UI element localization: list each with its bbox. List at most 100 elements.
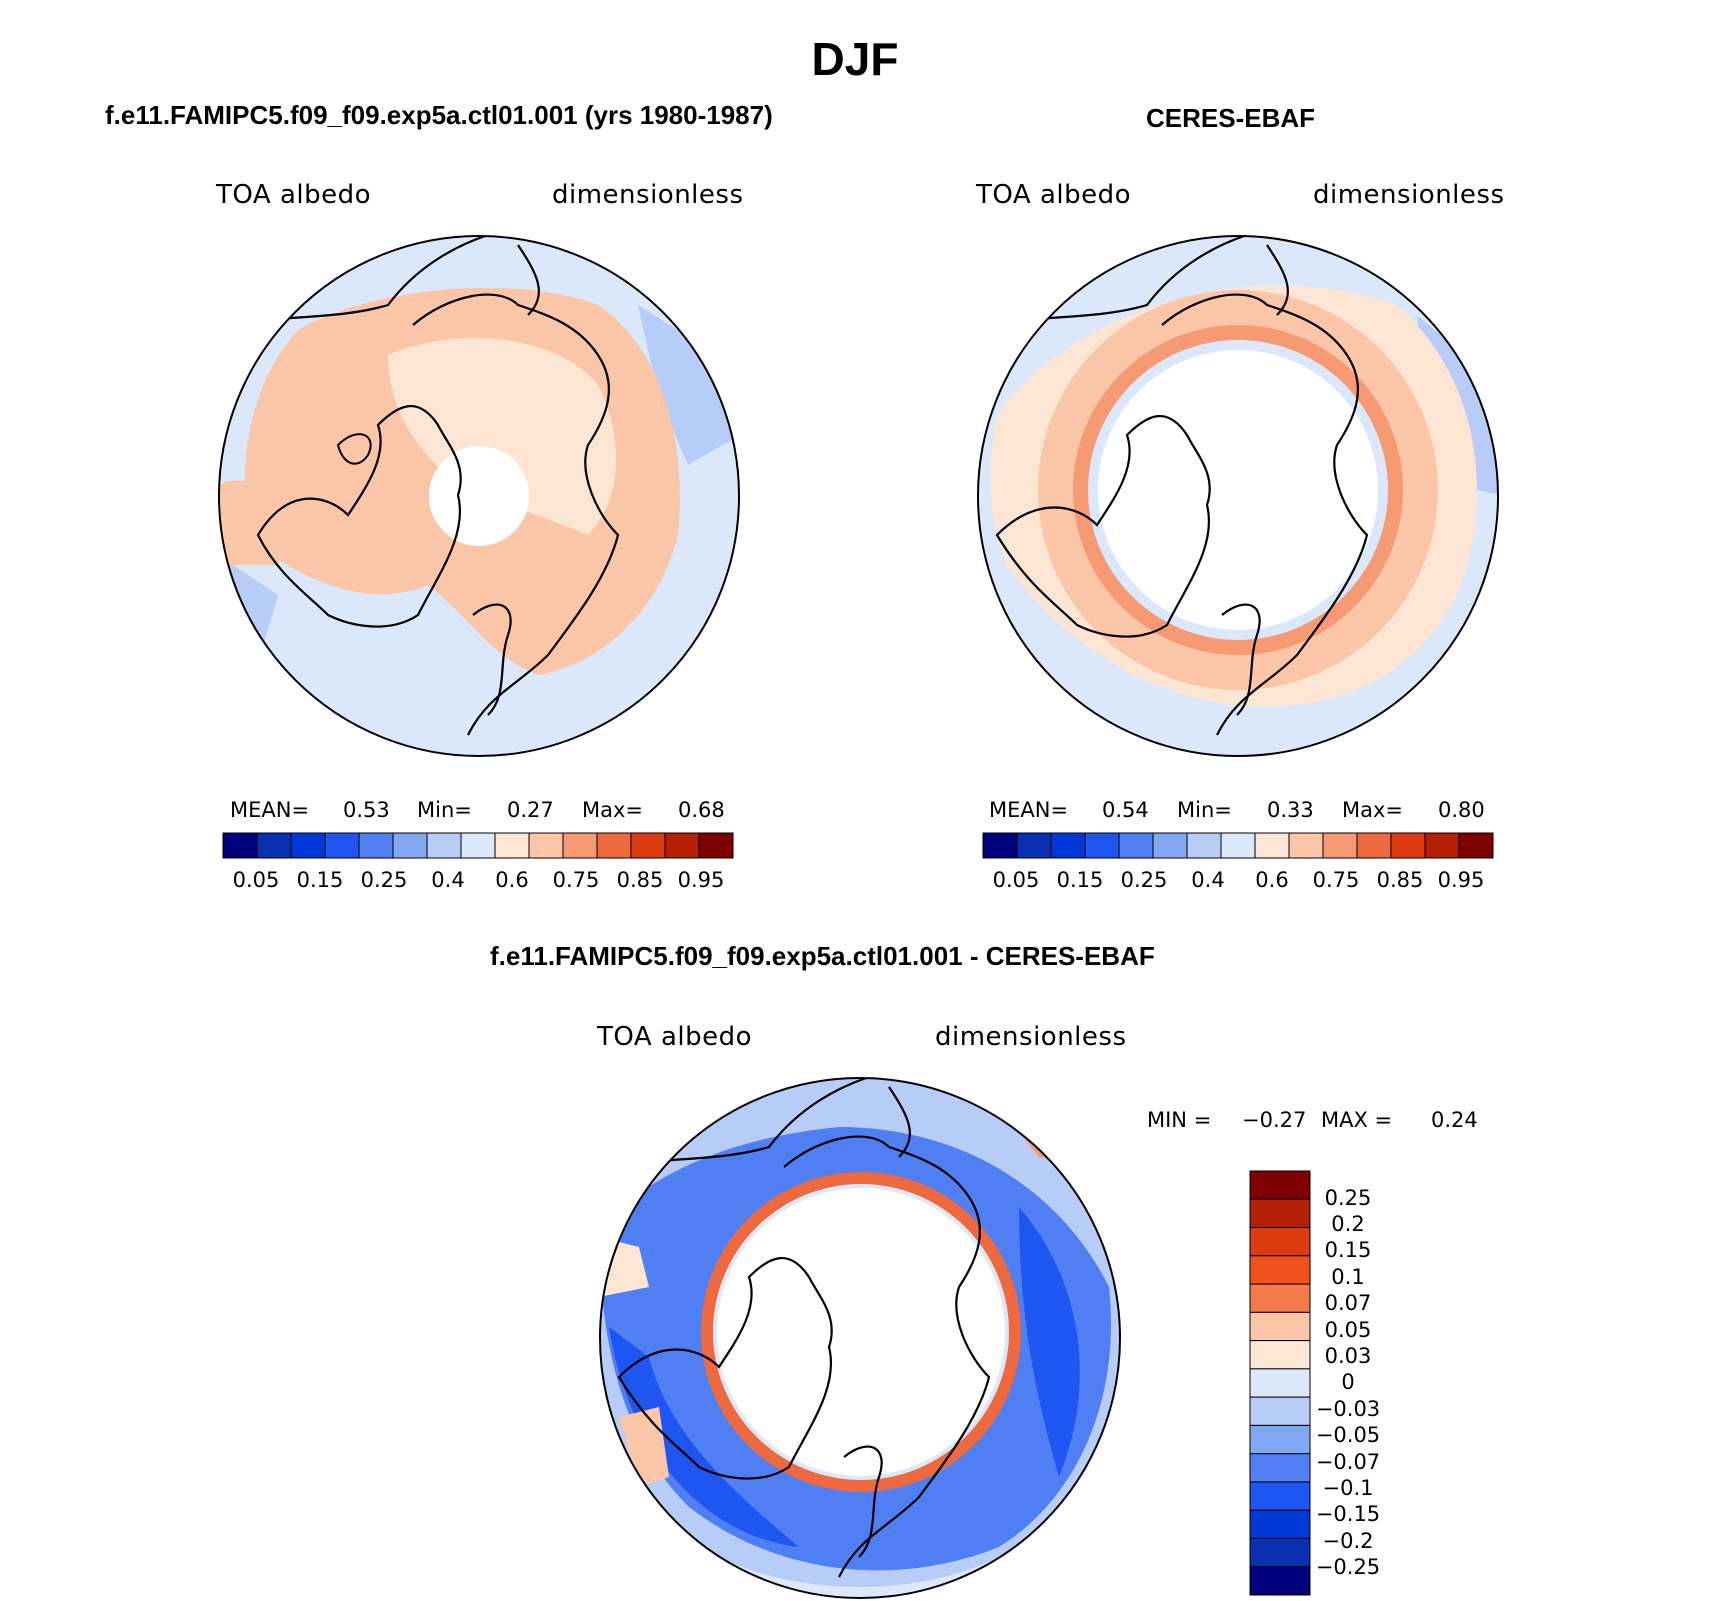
- colorbar-swatch: [1016, 832, 1052, 859]
- diff-max-label: MAX =: [1321, 1108, 1393, 1132]
- diff-colorbar-tick: −0.25: [1315, 1555, 1381, 1579]
- colorbar-swatch: [1249, 1340, 1311, 1370]
- model-colorbar-tick: 0.25: [360, 868, 408, 892]
- model-polar-gap: [429, 446, 529, 546]
- obs-mean-value: 0.54: [1102, 798, 1149, 822]
- model-panel-title: f.e11.FAMIPC5.f09_f09.exp5a.ctl01.001 (y…: [105, 100, 773, 130]
- colorbar-swatch: [1249, 1453, 1311, 1483]
- diff-colorbar-tick: 0.2: [1331, 1212, 1365, 1236]
- coastline: [336, 433, 372, 465]
- diff-colorbar-tick: 0.03: [1324, 1344, 1372, 1368]
- diff-units-label: dimensionless: [935, 1022, 1127, 1052]
- colorbar-swatch: [290, 832, 326, 859]
- obs-colorbar: [982, 832, 1494, 859]
- colorbar-swatch: [1118, 832, 1154, 859]
- model-colorbar-tick: 0.75: [552, 868, 600, 892]
- diff-colorbar-tick: −0.15: [1315, 1502, 1381, 1526]
- diff-colorbar-tick: 0.07: [1324, 1291, 1372, 1315]
- diff-colorbar-tick: −0.03: [1315, 1397, 1381, 1421]
- model-colorbar-tick: 0.15: [296, 868, 344, 892]
- coastline: [256, 405, 462, 628]
- colorbar-swatch: [698, 832, 734, 859]
- obs-min-value: 0.33: [1267, 798, 1314, 822]
- model-colorbar-tick: 0.05: [232, 868, 280, 892]
- diff-colorbar-tick: 0.1: [1331, 1265, 1365, 1289]
- coastline: [1266, 244, 1289, 316]
- obs-colorbar-tick: 0.85: [1376, 868, 1424, 892]
- obs-units-label: dimensionless: [1313, 180, 1505, 210]
- model-colorbar-tick: 0.85: [616, 868, 664, 892]
- diff-colorbar-tick: 0: [1341, 1370, 1355, 1394]
- diff-colorbar-tick: −0.1: [1322, 1476, 1374, 1500]
- colorbar-swatch: [1322, 832, 1358, 859]
- diff-strong-negative-region: [609, 1327, 799, 1547]
- obs-colorbar-tick: 0.25: [1120, 868, 1168, 892]
- colorbar-swatch: [1249, 1424, 1311, 1455]
- coastline: [412, 293, 620, 736]
- coastline: [783, 1135, 991, 1578]
- model-colorbar-tick: 0.4: [431, 868, 465, 892]
- model-variable-label: TOA albedo: [216, 180, 372, 210]
- colorbar-swatch: [982, 832, 1018, 859]
- model-polar-map: [218, 235, 740, 757]
- model-min-label: Min=: [417, 798, 472, 822]
- coastline: [888, 1086, 911, 1158]
- colorbar-swatch: [1220, 832, 1256, 859]
- colorbar-swatch: [1249, 1198, 1311, 1229]
- colorbar-swatch: [1254, 832, 1290, 859]
- diff-max-value: 0.24: [1431, 1108, 1478, 1132]
- colorbar-swatch: [1249, 1227, 1311, 1257]
- colorbar-swatch: [1186, 832, 1222, 859]
- diff-panel-title: f.e11.FAMIPC5.f09_f09.exp5a.ctl01.001 - …: [490, 941, 1155, 971]
- model-max-label: Max=: [582, 798, 644, 822]
- colorbar-swatch: [1084, 832, 1120, 859]
- coastline: [995, 415, 1211, 638]
- model-low-albedo-patch: [638, 305, 739, 465]
- obs-polar-gap: [1098, 350, 1378, 630]
- model-min-value: 0.27: [507, 798, 554, 822]
- obs-min-label: Min=: [1177, 798, 1232, 822]
- model-units-label: dimensionless: [552, 180, 744, 210]
- diff-colorbar-tick: −0.07: [1315, 1450, 1381, 1474]
- diff-colorbar-tick: −0.2: [1322, 1529, 1374, 1553]
- obs-variable-label: TOA albedo: [976, 180, 1132, 210]
- colorbar-swatch: [392, 832, 428, 859]
- colorbar-swatch: [1249, 1311, 1311, 1342]
- obs-colorbar-tick: 0.95: [1437, 868, 1485, 892]
- colorbar-swatch: [1249, 1509, 1311, 1539]
- obs-colorbar-tick: 0.15: [1056, 868, 1104, 892]
- colorbar-swatch: [1249, 1481, 1311, 1511]
- colorbar-swatch: [222, 832, 258, 859]
- colorbar-swatch: [256, 832, 292, 859]
- obs-colorbar-tick: 0.75: [1312, 868, 1360, 892]
- colorbar-swatch: [426, 832, 462, 859]
- colorbar-swatch: [664, 832, 700, 859]
- diff-strong-negative-region: [1019, 1207, 1080, 1477]
- diff-variable-label: TOA albedo: [597, 1022, 753, 1052]
- coastline: [1221, 603, 1261, 716]
- main-title: DJF: [811, 33, 899, 85]
- colorbar-swatch: [1249, 1537, 1311, 1568]
- diff-colorbar-tick: 0.05: [1324, 1318, 1372, 1342]
- coastline: [617, 1257, 833, 1480]
- model-mid-albedo-region: [388, 338, 617, 535]
- model-mean-value: 0.53: [343, 798, 390, 822]
- model-colorbar-tick: 0.95: [677, 868, 725, 892]
- colorbar-swatch: [460, 832, 496, 859]
- colorbar-swatch: [1249, 1170, 1311, 1200]
- model-colorbar: [222, 832, 734, 859]
- obs-colorbar-tick: 0.05: [992, 868, 1040, 892]
- diff-polar-map: [599, 1077, 1121, 1599]
- colorbar-swatch: [596, 832, 632, 859]
- diff-min-value: −0.27: [1242, 1108, 1307, 1132]
- colorbar-swatch: [1288, 832, 1324, 859]
- obs-panel-title: CERES-EBAF: [1146, 103, 1316, 133]
- obs-max-value: 0.80: [1438, 798, 1485, 822]
- obs-max-label: Max=: [1342, 798, 1404, 822]
- diff-colorbar-tick: 0.25: [1324, 1186, 1372, 1210]
- colorbar-swatch: [1424, 832, 1460, 859]
- obs-mean-label: MEAN=: [989, 798, 1069, 822]
- model-mean-label: MEAN=: [230, 798, 310, 822]
- diff-colorbar-tick: −0.05: [1315, 1423, 1381, 1447]
- diff-min-label: MIN =: [1147, 1108, 1212, 1132]
